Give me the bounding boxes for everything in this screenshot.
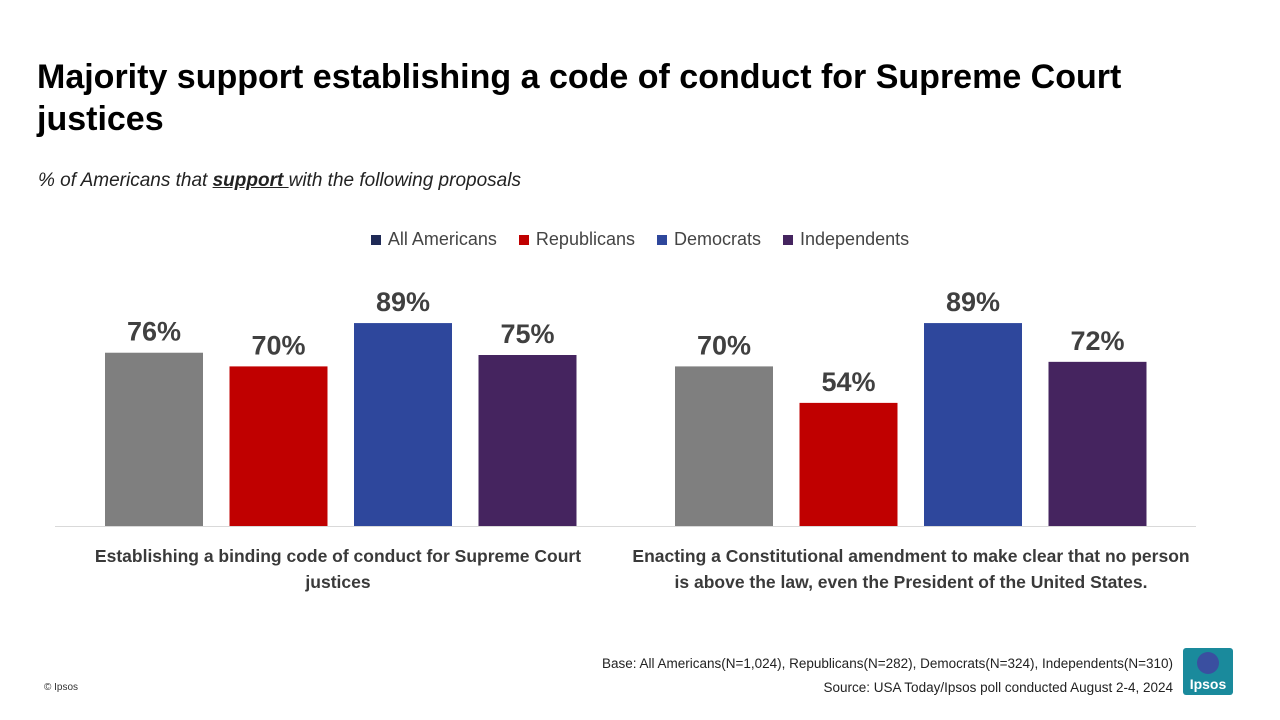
subtitle-suffix: with the following proposals — [288, 170, 521, 191]
legend-label: All Americans — [387, 229, 497, 249]
bar-independents-1 — [1048, 361, 1147, 526]
chart-title: Majority support establishing a code of … — [37, 58, 1122, 138]
copyright-text: © Ipsos — [44, 682, 79, 693]
legend-item-independents: Independents — [783, 229, 909, 250]
category-label-constitutional-amendment: Enacting a Constitutional amendment to m… — [632, 546, 1190, 592]
bar-republicans-0 — [229, 366, 328, 526]
data-label: 89% — [376, 287, 430, 317]
legend-label: Democrats — [673, 229, 762, 249]
category-label-code-of-conduct: Establishing a binding code of conduct f… — [94, 546, 582, 592]
logo-text: Ipsos — [1189, 676, 1227, 692]
subtitle-emphasis: support — [212, 170, 289, 191]
data-label: 72% — [1070, 326, 1124, 356]
logo-mark-icon — [1197, 652, 1219, 674]
data-label: 54% — [821, 367, 875, 397]
data-label: 70% — [697, 330, 751, 360]
legend-item-all-americans: All Americans — [370, 229, 497, 250]
base-note: Base: All Americans(N=1,024), Republican… — [601, 656, 1173, 671]
bar-democrats-1 — [924, 323, 1022, 526]
legend-item-democrats: Democrats — [656, 229, 762, 250]
data-label: 70% — [251, 330, 305, 360]
bar-all-americans-0 — [105, 352, 203, 526]
data-label: 75% — [500, 319, 554, 349]
legend-swatch — [370, 234, 381, 245]
legend-label: Republicans — [535, 229, 635, 249]
data-label: 89% — [946, 287, 1000, 317]
chart-legend: All Americans Republicans Democrats Inde… — [0, 229, 1280, 250]
bar-democrats-0 — [354, 323, 452, 526]
legend-item-republicans: Republicans — [518, 229, 635, 250]
bar-independents-0 — [478, 355, 577, 526]
legend-swatch — [783, 234, 794, 245]
source-note: Source: USA Today/Ipsos poll conducted A… — [823, 680, 1173, 695]
chart-subtitle: % of Americans that support with the fol… — [38, 170, 521, 192]
bar-republicans-1 — [799, 402, 898, 526]
legend-label: Independents — [800, 229, 910, 249]
subtitle-prefix: % of Americans that — [38, 170, 213, 191]
legend-swatch — [656, 234, 667, 245]
legend-swatch — [518, 234, 529, 245]
data-label: 76% — [127, 317, 181, 347]
bar-all-americans-1 — [675, 366, 773, 526]
ipsos-logo: Ipsos — [1183, 648, 1233, 695]
